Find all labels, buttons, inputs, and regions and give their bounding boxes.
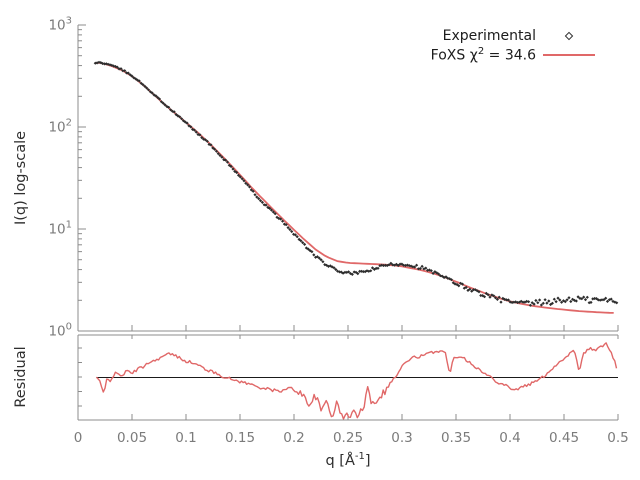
experimental-points	[93, 60, 619, 307]
x-axis-label-close: ]	[364, 452, 371, 469]
x-tick-label: 0.05	[117, 430, 147, 446]
foxs-fit-curve	[95, 61, 614, 314]
x-tick-label: 0.15	[225, 430, 255, 446]
residual-curve	[95, 342, 618, 420]
legend-sample-foxs	[536, 53, 602, 56]
x-tick-label: 0	[74, 430, 83, 446]
x-axis-label-text: q [Å	[325, 452, 355, 469]
y-tick-label: 102	[48, 118, 72, 136]
x-tick-label: 0.1	[175, 430, 196, 446]
residual-y-axis-label: Residual	[13, 346, 29, 408]
main-y-axis-label: I(q) log-scale	[13, 130, 29, 226]
fit-line-sample	[543, 53, 595, 56]
y-tick-label: 101	[48, 220, 72, 238]
legend-item-experimental: Experimental	[402, 26, 602, 45]
legend-label-experimental: Experimental	[442, 27, 536, 44]
legend: Experimental FoXS χ2 = 34.6	[402, 26, 602, 64]
x-axis-label-exponent: -1	[354, 451, 365, 462]
diamond-marker-icon	[564, 31, 574, 40]
x-tick-label: 0.25	[333, 430, 363, 446]
x-tick-label: 0.5	[607, 430, 628, 446]
legend-sample-experimental	[536, 31, 602, 40]
x-tick-label: 0.4	[499, 430, 520, 446]
x-tick-label: 0.45	[549, 430, 579, 446]
legend-label-foxs: FoXS χ2 = 34.6	[430, 45, 536, 64]
legend-item-foxs: FoXS χ2 = 34.6	[402, 45, 602, 64]
x-tick-label: 0.2	[283, 430, 304, 446]
y-tick-label: 103	[48, 16, 72, 34]
x-tick-label: 0.35	[441, 430, 471, 446]
x-tick-label: 0.3	[391, 430, 412, 446]
y-tick-label: 100	[48, 322, 72, 340]
x-axis-label: q [Å-1]	[78, 451, 618, 469]
